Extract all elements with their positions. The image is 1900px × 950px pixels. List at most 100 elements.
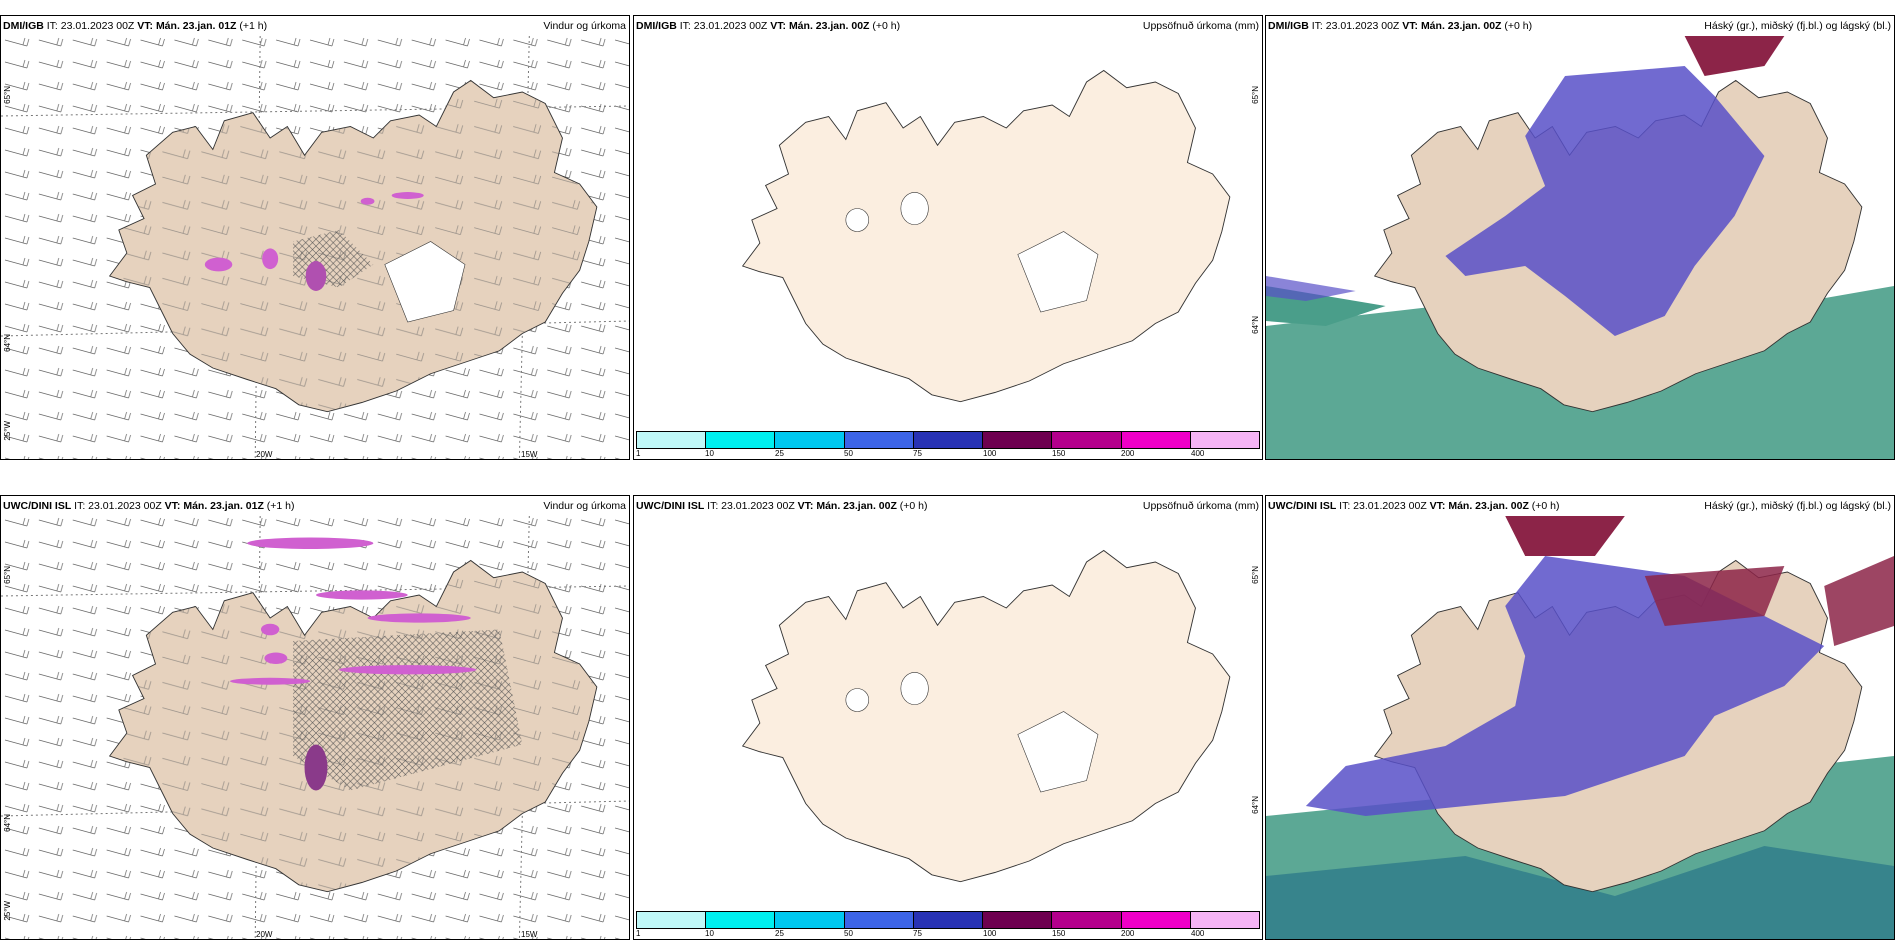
valid-label: VT: <box>1429 500 1446 512</box>
panel-header: DMI/IGB IT: 23.01.2023 00Z VT: Mán. 23.j… <box>1 16 629 36</box>
init-time: IT: 23.01.2023 00Z <box>46 20 135 32</box>
map-canvas <box>742 549 1231 883</box>
precip-cell <box>360 197 375 205</box>
panel-header: UWC/DINI ISL IT: 23.01.2023 00Z VT: Mán.… <box>634 496 1262 516</box>
lead-time: (+0 h) <box>1531 500 1560 512</box>
colorbar-seg <box>983 912 1053 928</box>
lead-time: (+1 h) <box>266 500 295 512</box>
product-title: Uppsöfnuð úrkoma (mm) <box>1142 20 1259 32</box>
colorbar-tick: 400 <box>1191 449 1205 458</box>
panel-accum-precip-uwc: UWC/DINI ISL IT: 23.01.2023 00Z VT: Mán.… <box>633 495 1263 940</box>
colorbar-tick: 150 <box>1052 929 1066 938</box>
colorbar-tick: 25 <box>775 449 784 458</box>
map-area <box>1 36 629 459</box>
colorbar-tick: 75 <box>913 449 922 458</box>
lon-label: 25°W <box>3 421 12 441</box>
colorbar-tick: 1 <box>636 929 641 938</box>
valid-label: VT: <box>770 20 787 32</box>
colorbar <box>636 911 1260 929</box>
init-time: IT: 23.01.2023 00Z <box>707 500 795 512</box>
lead-time: (+0 h) <box>1504 20 1533 32</box>
lon-label: 20W <box>256 930 273 939</box>
colorbar-tick: 75 <box>913 929 922 938</box>
map-canvas <box>742 69 1231 403</box>
map-canvas <box>1266 516 1894 939</box>
model-source: UWC/DINI ISL <box>3 500 72 512</box>
colorbar-tick: 10 <box>705 449 714 458</box>
lon-label: 15W <box>521 930 538 939</box>
lat-label: 64°N <box>3 814 12 832</box>
colorbar-seg <box>706 432 776 448</box>
init-time: IT: 23.01.2023 00Z <box>1339 500 1427 512</box>
valid-label: VT: <box>797 500 814 512</box>
valid-time: Mán. 23.jan. 00Z <box>1420 20 1502 32</box>
colorbar-tick: 100 <box>983 449 997 458</box>
colorbar-seg <box>637 432 707 448</box>
colorbar-seg <box>706 912 776 928</box>
valid-label: VT: <box>1402 20 1419 32</box>
lat-label: 65°N <box>1251 86 1260 104</box>
panel-accum-precip-dmi: DMI/IGB IT: 23.01.2023 00Z VT: Mán. 23.j… <box>633 15 1263 460</box>
lead-time: (+1 h) <box>239 20 268 32</box>
panel-wind-precip-dmi: DMI/IGB IT: 23.01.2023 00Z VT: Mán. 23.j… <box>0 15 630 460</box>
map-area <box>1 516 629 939</box>
colorbar-tick: 200 <box>1121 449 1135 458</box>
lat-label: 65°N <box>3 86 12 104</box>
lon-label: 20W <box>256 450 273 459</box>
init-time: IT: 23.01.2023 00Z <box>1311 20 1400 32</box>
lon-label: 15W <box>521 450 538 459</box>
precip-cell <box>262 248 279 270</box>
map-area <box>634 36 1262 426</box>
product-title: Vindur og úrkoma <box>543 20 626 32</box>
colorbar-tick: 50 <box>844 929 853 938</box>
model-source: UWC/DINI ISL <box>1268 500 1337 512</box>
colorbar-ticks: 1 10 25 50 75 100 150 200 400 <box>636 449 1260 459</box>
map-canvas <box>1 36 629 459</box>
lead-time: (+0 h) <box>899 500 928 512</box>
colorbar-seg <box>913 432 984 448</box>
panel-clouds-uwc: UWC/DINI ISL IT: 23.01.2023 00Z VT: Mán.… <box>1265 495 1895 940</box>
colorbar-ticks: 1 10 25 50 75 100 150 200 400 <box>636 929 1260 939</box>
model-source: DMI/IGB <box>1268 20 1309 32</box>
colorbar-seg <box>913 912 984 928</box>
colorbar-seg <box>1190 432 1259 448</box>
colorbar-seg <box>844 432 914 448</box>
lat-label: 64°N <box>1251 316 1260 334</box>
precip-cell <box>305 261 327 291</box>
init-time: IT: 23.01.2023 00Z <box>74 500 162 512</box>
lat-label: 65°N <box>1251 566 1260 584</box>
map-canvas <box>1266 36 1894 459</box>
map-area <box>634 516 1262 906</box>
model-source: DMI/IGB <box>636 20 677 32</box>
panel-clouds-dmi: DMI/IGB IT: 23.01.2023 00Z VT: Mán. 23.j… <box>1265 15 1895 460</box>
panel-header: UWC/DINI ISL IT: 23.01.2023 00Z VT: Mán.… <box>1266 496 1894 516</box>
colorbar-seg <box>1052 432 1122 448</box>
colorbar <box>636 431 1260 449</box>
valid-time: Mán. 23.jan. 00Z <box>816 500 897 512</box>
valid-label: VT: <box>164 500 181 512</box>
colorbar-tick: 400 <box>1191 929 1205 938</box>
colorbar-seg <box>1121 912 1191 928</box>
product-title: Háský (gr.), miðský (fj.bl.) og lágský (… <box>1704 500 1891 512</box>
colorbar-tick: 10 <box>705 929 714 938</box>
map-area <box>1266 36 1894 459</box>
valid-time: Mán. 23.jan. 01Z <box>155 20 237 32</box>
colorbar-seg <box>1121 432 1191 448</box>
colorbar-seg <box>1052 912 1122 928</box>
colorbar-tick: 200 <box>1121 929 1135 938</box>
colorbar-seg <box>775 912 845 928</box>
colorbar-seg <box>844 912 914 928</box>
colorbar-tick: 50 <box>844 449 853 458</box>
init-time: IT: 23.01.2023 00Z <box>679 20 768 32</box>
panel-header: DMI/IGB IT: 23.01.2023 00Z VT: Mán. 23.j… <box>1266 16 1894 36</box>
map-canvas <box>1 516 629 939</box>
colorbar-tick: 1 <box>636 449 641 458</box>
colorbar-seg <box>637 912 707 928</box>
colorbar-tick: 25 <box>775 929 784 938</box>
model-source: DMI/IGB <box>3 20 44 32</box>
valid-time: Mán. 23.jan. 00Z <box>1448 500 1529 512</box>
colorbar-seg <box>775 432 845 448</box>
precip-cell <box>204 257 233 272</box>
lon-label: 25°W <box>3 901 12 921</box>
valid-time: Mán. 23.jan. 01Z <box>183 500 264 512</box>
